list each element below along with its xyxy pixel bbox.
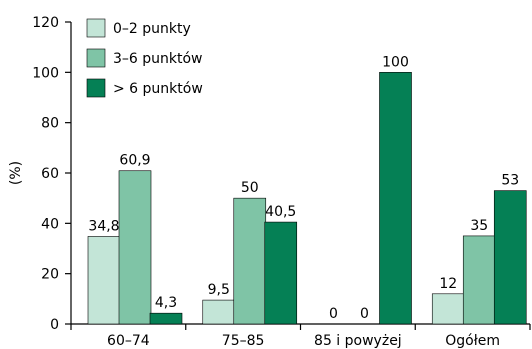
bars [87, 72, 527, 325]
bar [118, 170, 152, 325]
legend-swatch [86, 18, 106, 38]
data-labels: 34,8 60,9 4,3 9,5 50 40,5 0 0 100 12 35 53 [88, 54, 519, 322]
data-label: 0 [360, 306, 369, 322]
legend-label: 0–2 punkty [113, 21, 191, 37]
bar [379, 72, 412, 325]
y-tick-label: 20 [41, 267, 59, 283]
bar [431, 293, 465, 325]
bar [87, 236, 121, 325]
y-tick-label: 120 [32, 15, 59, 31]
data-label: 0 [329, 306, 338, 322]
x-tick-label: 60–74 [107, 333, 150, 349]
data-label: 4,3 [155, 295, 177, 311]
legend-label: 3–6 punktów [113, 51, 203, 67]
data-label: 35 [470, 218, 488, 234]
y-tick-label: 0 [50, 317, 59, 333]
bar [462, 235, 496, 325]
x-tick-label: 85 i powyżej [314, 333, 402, 349]
y-tick-label: 80 [41, 116, 59, 132]
legend-swatch [86, 48, 106, 68]
legend-swatch [86, 78, 106, 98]
bar [264, 221, 298, 325]
data-label: 53 [501, 173, 519, 189]
x-tick-label: Ogółem [445, 333, 500, 349]
legend: 0–2 punkty 3–6 punktów > 6 punktów [86, 18, 203, 98]
y-axis: 0 20 40 60 80 100 120 [32, 15, 72, 333]
bar [493, 190, 527, 325]
data-label: 34,8 [88, 218, 119, 234]
y-tick-label: 60 [41, 166, 59, 182]
y-tick-label: 40 [41, 216, 59, 232]
y-axis-label: (%) [8, 161, 24, 185]
data-label: 40,5 [265, 204, 296, 220]
data-label: 60,9 [119, 153, 150, 169]
x-axis: 60–74 75–85 85 i powyżej Ogółem [70, 323, 531, 349]
data-label: 50 [241, 180, 259, 196]
data-label: 100 [382, 54, 409, 70]
bar [202, 299, 236, 325]
bar [149, 312, 183, 325]
x-tick-label: 75–85 [222, 333, 265, 349]
data-label: 9,5 [208, 282, 230, 298]
y-tick-label: 100 [32, 65, 59, 81]
data-label: 12 [439, 276, 457, 292]
legend-label: > 6 punktów [113, 81, 203, 97]
bar [233, 197, 267, 325]
